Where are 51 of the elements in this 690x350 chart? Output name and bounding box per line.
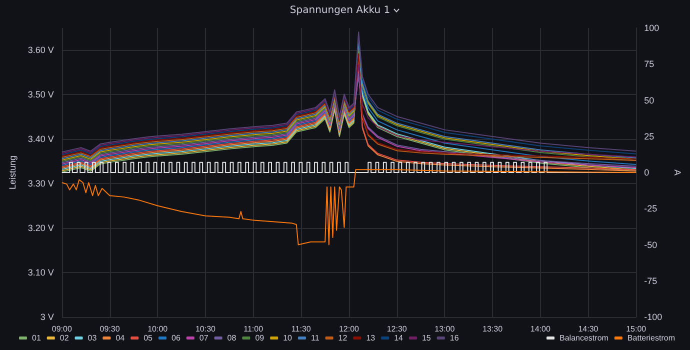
y-tick-label: 3.10 V xyxy=(28,268,54,278)
x-tick-label: 13:30 xyxy=(482,324,504,334)
legend-label: 06 xyxy=(171,334,181,342)
y2-tick-label: -100 xyxy=(644,312,662,322)
chart-title: Spannungen Akku 1 xyxy=(290,5,390,16)
legend-label: 01 xyxy=(32,334,42,342)
y2-tick-label: -75 xyxy=(644,276,658,286)
x-tick-label: 13:00 xyxy=(434,324,456,334)
x-tick-label: 11:00 xyxy=(244,324,264,334)
y2-tick-label: -50 xyxy=(644,240,658,250)
x-tick-label: 12:30 xyxy=(386,324,408,334)
y-tick-label: 3.20 V xyxy=(28,223,54,234)
legend-label: 10 xyxy=(283,334,293,342)
legend-label: 09 xyxy=(255,334,265,342)
legend-label: 08 xyxy=(227,334,237,342)
y-tick-label: 3.60 V xyxy=(28,45,54,56)
y2-axis-title: A xyxy=(672,169,682,176)
legend-label: 13 xyxy=(366,334,376,342)
y-tick-label: 3.40 V xyxy=(28,134,54,144)
line-series xyxy=(61,169,637,246)
legend-label: 16 xyxy=(450,334,460,342)
legend-label: 02 xyxy=(60,334,70,342)
x-tick-label: 09:00 xyxy=(52,324,72,334)
legend-label: 11 xyxy=(310,334,320,342)
y2-tick-label: -25 xyxy=(644,204,658,214)
y2-tick-label: 25 xyxy=(644,131,654,142)
y-tick-label: 3.50 V xyxy=(28,90,54,100)
legend-label: 05 xyxy=(144,334,154,342)
x-tick-label: 14:00 xyxy=(530,324,551,334)
legend-label: 15 xyxy=(422,334,432,342)
x-tick-label: 10:00 xyxy=(148,324,168,334)
x-tick-label: 11:30 xyxy=(291,324,312,334)
x-tick-label: 10:30 xyxy=(195,324,216,334)
legend-label: 04 xyxy=(116,334,126,342)
legend-label: 14 xyxy=(394,334,404,342)
y2-tick-label: 75 xyxy=(644,59,654,70)
y-tick-label: 3 V xyxy=(40,312,54,322)
y2-tick-label: 100 xyxy=(644,23,660,33)
y2-tick-label: 50 xyxy=(644,95,654,106)
legend-label: 03 xyxy=(88,334,98,342)
legend-label: Batteriestrom xyxy=(627,334,676,342)
x-tick-label: 12:00 xyxy=(338,324,360,334)
y-axis-title: Leistung xyxy=(8,155,18,190)
x-tick-label: 14:30 xyxy=(578,324,599,334)
x-tick-label: 15:00 xyxy=(626,324,647,334)
x-tick-label: 09:30 xyxy=(100,324,120,334)
legend-label: Balancestrom xyxy=(560,334,609,342)
y-tick-label: 3.30 V xyxy=(28,178,54,189)
y2-tick-label: 0 xyxy=(644,168,650,178)
legend-label: 07 xyxy=(199,334,209,342)
legend-label: 12 xyxy=(338,334,348,342)
